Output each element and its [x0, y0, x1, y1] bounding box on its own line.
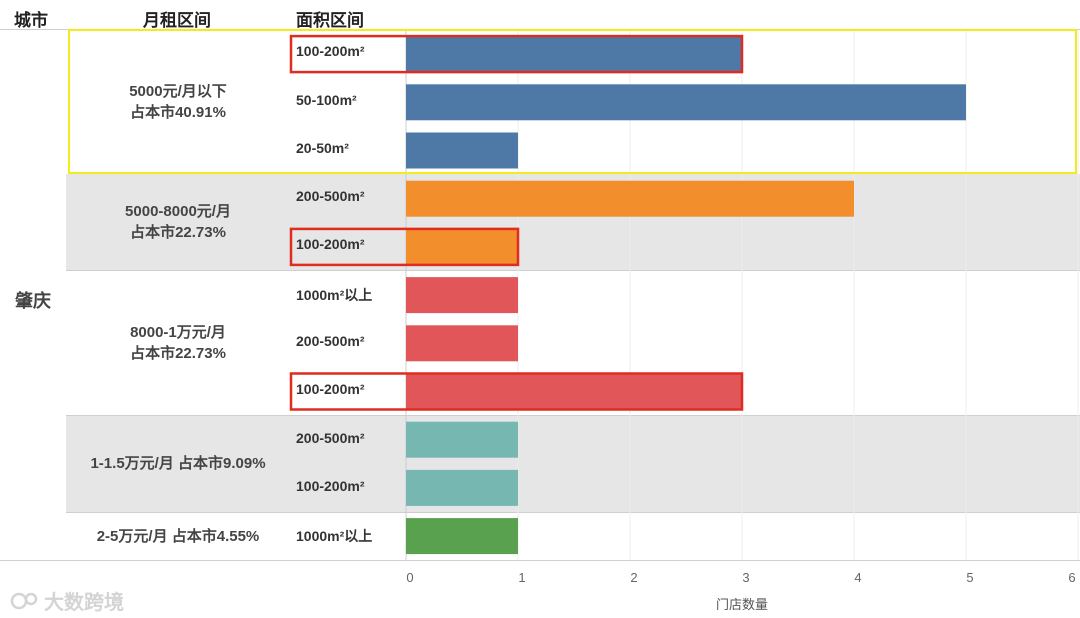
- group-separator: [66, 512, 1080, 513]
- group-separator: [66, 270, 1080, 271]
- group-label-line1: 2-5万元/月 占本市4.55%: [96, 527, 260, 545]
- bar-highlight-box: [289, 227, 520, 267]
- group-label-line2: 占本市40.91%: [130, 104, 226, 121]
- group-label-line2: 占本市22.73%: [130, 224, 226, 241]
- bar: [406, 518, 518, 555]
- bar: [406, 277, 518, 314]
- watermark-logo-icon: [10, 592, 38, 609]
- bar-highlight-box: [289, 372, 744, 411]
- bar: [406, 469, 518, 506]
- group-label-2: 8000-1万元/月 占本市22.73%: [66, 270, 290, 415]
- x-tick-label: 3: [742, 570, 749, 585]
- area-label: 100-200m²: [296, 43, 365, 59]
- bar: [406, 421, 518, 458]
- x-tick-label: 1: [518, 570, 525, 585]
- bar: [406, 373, 742, 410]
- area-label: 100-200m²: [296, 381, 365, 397]
- watermark-text: 大数跨境: [44, 592, 124, 614]
- bar: [406, 36, 742, 73]
- area-label: 200-500m²: [296, 333, 365, 349]
- group-background-3: [66, 415, 1080, 512]
- area-label: 100-200m²: [296, 478, 365, 494]
- header-rent-range: 月租区间: [143, 11, 211, 31]
- group-label-line1: 5000元/月以下: [129, 83, 227, 100]
- area-label: 50-100m²: [296, 92, 357, 108]
- bar-highlight-box: [289, 34, 744, 74]
- x-tick-label: 0: [406, 570, 413, 585]
- group-highlight-box: [68, 29, 1077, 174]
- area-label: 100-200m²: [296, 236, 365, 252]
- group-label-1: 5000-8000元/月 占本市22.73%: [66, 174, 290, 270]
- group-label-4: 2-5万元/月 占本市4.55%: [66, 512, 290, 560]
- group-separator: [66, 415, 1080, 416]
- bar: [406, 325, 518, 362]
- group-label-line1: 8000-1万元/月: [130, 323, 226, 341]
- x-axis-title: 门店数量: [715, 597, 768, 612]
- x-tick-label: 5: [966, 570, 973, 585]
- group-label-0: 5000元/月以下 占本市40.91%: [66, 30, 290, 174]
- bar: [406, 84, 966, 121]
- bar: [406, 180, 854, 217]
- watermark: 大数跨境: [10, 586, 124, 615]
- x-tick-label: 6: [1068, 570, 1075, 585]
- group-label-3: 1-1.5万元/月 占本市9.09%: [66, 415, 290, 512]
- city-label: 肇庆: [15, 291, 51, 311]
- group-label-line1: 1-1.5万元/月 占本市9.09%: [90, 455, 266, 472]
- area-label: 20-50m²: [296, 140, 349, 156]
- group-label-line1: 5000-8000元/月: [125, 203, 231, 220]
- x-tick-label: 4: [854, 570, 861, 585]
- header-area-range: 面积区间: [296, 11, 364, 31]
- bar: [406, 228, 518, 265]
- axis-separator: [0, 560, 1080, 561]
- x-tick-label: 2: [630, 570, 637, 585]
- area-label: 1000m²以上: [296, 528, 373, 544]
- area-label: 200-500m²: [296, 188, 365, 204]
- header-city: 城市: [14, 11, 48, 31]
- bar: [406, 132, 518, 169]
- group-label-line2: 占本市22.73%: [130, 344, 226, 362]
- area-label: 1000m²以上: [296, 287, 373, 303]
- area-label: 200-500m²: [296, 430, 365, 446]
